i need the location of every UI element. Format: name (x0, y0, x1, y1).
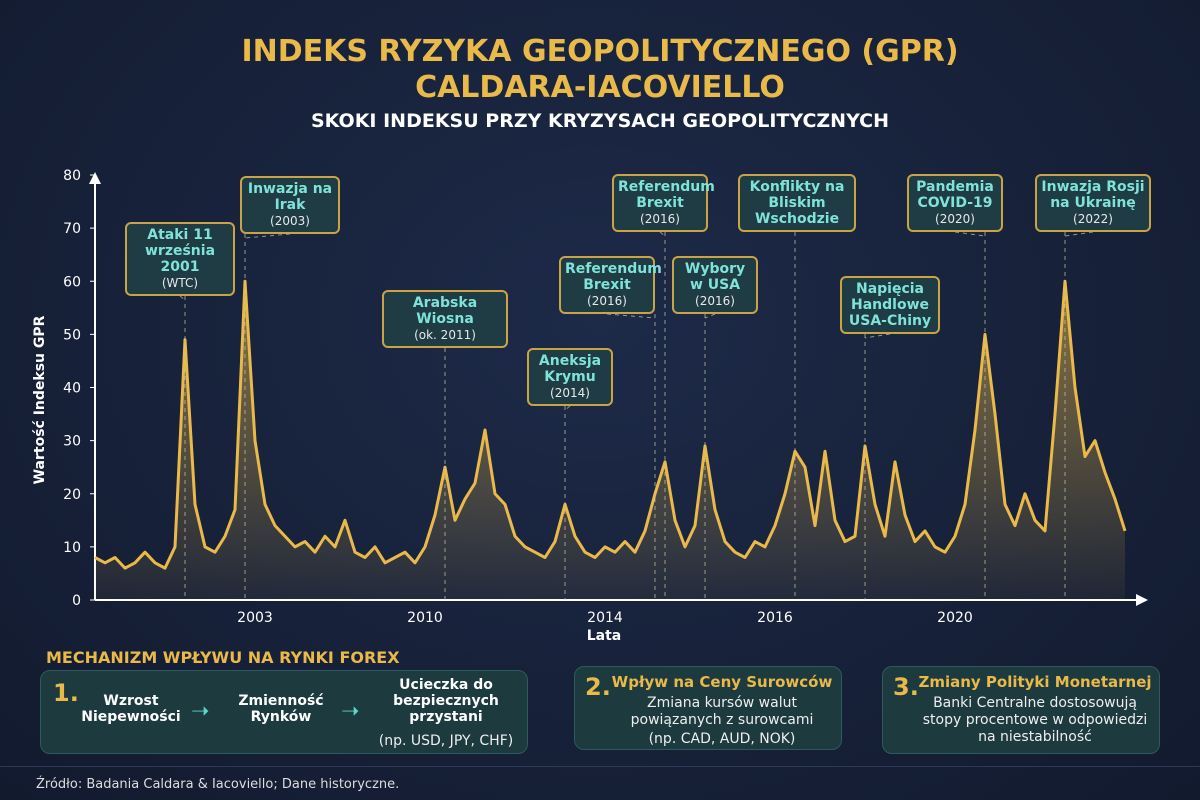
annotation-note: (2022) (1073, 212, 1113, 226)
title: CALDARA-IACOVIELLO (415, 70, 785, 105)
mechanism-box: 1. Wzrost Niepewności ➝ Zmienność Rynków… (40, 670, 528, 754)
section-heading: MECHANIZM WPŁYWU NA RYNKI FOREX (46, 648, 400, 667)
x-arrow (1136, 594, 1148, 606)
chart: Wartość Indeksu GPR Lata 0 10 20 30 40 50 60 70… (32, 168, 1148, 644)
annotation-note: (2014) (550, 386, 590, 400)
box-number: 1. (53, 679, 79, 707)
x-tick-label: 2014 (587, 610, 623, 626)
annotation-leader (659, 231, 666, 237)
annotation-note: (2020) (935, 212, 975, 226)
y-tick-label: 50 (63, 327, 81, 343)
annotation-leader (564, 405, 571, 411)
annotation-title: Inwazja na Irak (247, 181, 333, 213)
annotation-title: Ataki 11 września 2001 (144, 227, 216, 275)
step: Zmienność Rynków (238, 693, 324, 725)
annotation-note: (2016) (640, 212, 680, 226)
annotation-leader (606, 313, 656, 319)
box-text: Zmiana kursów walut powiązanych z surowc… (630, 695, 814, 728)
annotation: Napięcia Handlowe USA-Chiny (840, 276, 940, 334)
annotation-leader (864, 333, 891, 339)
y-tick-label: 30 (63, 434, 81, 450)
line (94, 279, 1127, 570)
annotation-leader (244, 233, 291, 239)
annotation-title: Pandemia COVID-19 (916, 179, 994, 211)
box-number: 2. (585, 673, 611, 701)
annotation: Aneksja Krymu (2014) (527, 348, 613, 406)
x-tick-label: 2020 (937, 610, 973, 626)
annotation-title: Aneksja Krymu (538, 353, 602, 385)
annotation: Referendum Brexit (2016) (559, 256, 662, 314)
subtitle: SKOKI INDEKSU PRZY KRYZYSACH GEOPOLITYCZ… (310, 110, 889, 132)
title: INDEKS RYZYKA GEOPOLITYCZNEGO (GPR) (241, 34, 959, 69)
x-tick-label: 2003 (237, 610, 273, 626)
annotation-title: Referendum Brexit (618, 179, 715, 211)
y-tick-label: 80 (63, 168, 81, 184)
annotation-title: Napięcia Handlowe USA-Chiny (848, 281, 932, 329)
annotation: Arabska Wiosna (ok. 2011) (382, 290, 508, 348)
box-number: 3. (893, 673, 919, 701)
annotation-title: Arabska Wiosna (412, 295, 478, 327)
annotation-note: (2003) (270, 214, 310, 228)
annotation: Konflikty na Bliskim Wschodzie (738, 174, 856, 232)
annotation-title: Inwazja Rosji na Ukrainę (1041, 179, 1145, 211)
annotation: Wybory w USA (2016) (672, 256, 758, 314)
annotation-leader (954, 231, 986, 237)
annotation-leader (704, 313, 716, 319)
box-text: Banki Centralne dostosowują stopy procen… (922, 695, 1148, 745)
y-tick-label: 70 (63, 221, 81, 237)
annotation-title: Wybory w USA (684, 261, 746, 293)
box-title: Zmiany Polityki Monetarnej (918, 673, 1152, 691)
y-tick-label: 0 (72, 593, 81, 609)
y-arrow (89, 172, 101, 184)
step: Ucieczka do bezpiecznych przystani (393, 677, 499, 725)
x-tick-label: 2010 (407, 610, 443, 626)
annotation-note: (ok. 2011) (414, 328, 476, 342)
mechanism-box: 3. Zmiany Polityki Monetarnej Banki Cent… (882, 666, 1160, 754)
box-note: (np. CAD, AUD, NOK) (648, 731, 796, 747)
y-tick-label: 10 (63, 540, 81, 556)
step: Wzrost Niepewności (81, 693, 181, 725)
annotation-title: Referendum Brexit (565, 261, 662, 293)
x-axis-label: Lata (587, 628, 622, 644)
source: Źródło: Badania Caldara & Iacoviello; Da… (0, 766, 1200, 792)
annotation: Inwazja na Irak (2003) (240, 176, 340, 234)
x-tick-label: 2016 (757, 610, 793, 626)
annotation-leader (179, 295, 186, 301)
y-tick-label: 40 (63, 381, 81, 397)
annotation-note: (2016) (695, 294, 735, 308)
annotation: Inwazja Rosji na Ukrainę (2022) (1035, 174, 1151, 232)
y-tick-label: 20 (63, 487, 81, 503)
annotation-title: Konflikty na Bliskim Wschodzie (749, 179, 845, 227)
annotation: Pandemia COVID-19 (2020) (907, 174, 1003, 232)
annotation-leader (1064, 231, 1094, 237)
annotation: Referendum Brexit (2016) (612, 174, 715, 232)
area (95, 281, 1125, 600)
box-title: Wpływ na Ceny Surowców (611, 673, 833, 691)
step-note: (np. USD, JPY, CHF) (378, 733, 514, 749)
mechanism-box: 2. Wpływ na Ceny Surowców Zmiana kursów … (574, 666, 842, 750)
y-tick-label: 60 (63, 274, 81, 290)
annotation: Ataki 11 września 2001 (WTC) (125, 222, 235, 296)
arrow: ➝ (341, 699, 360, 724)
annotation-note: (2016) (587, 294, 627, 308)
annotation-note: (WTC) (161, 276, 199, 290)
arrow: ➝ (191, 699, 210, 724)
y-axis-label: Wartość Indeksu GPR (32, 315, 48, 484)
